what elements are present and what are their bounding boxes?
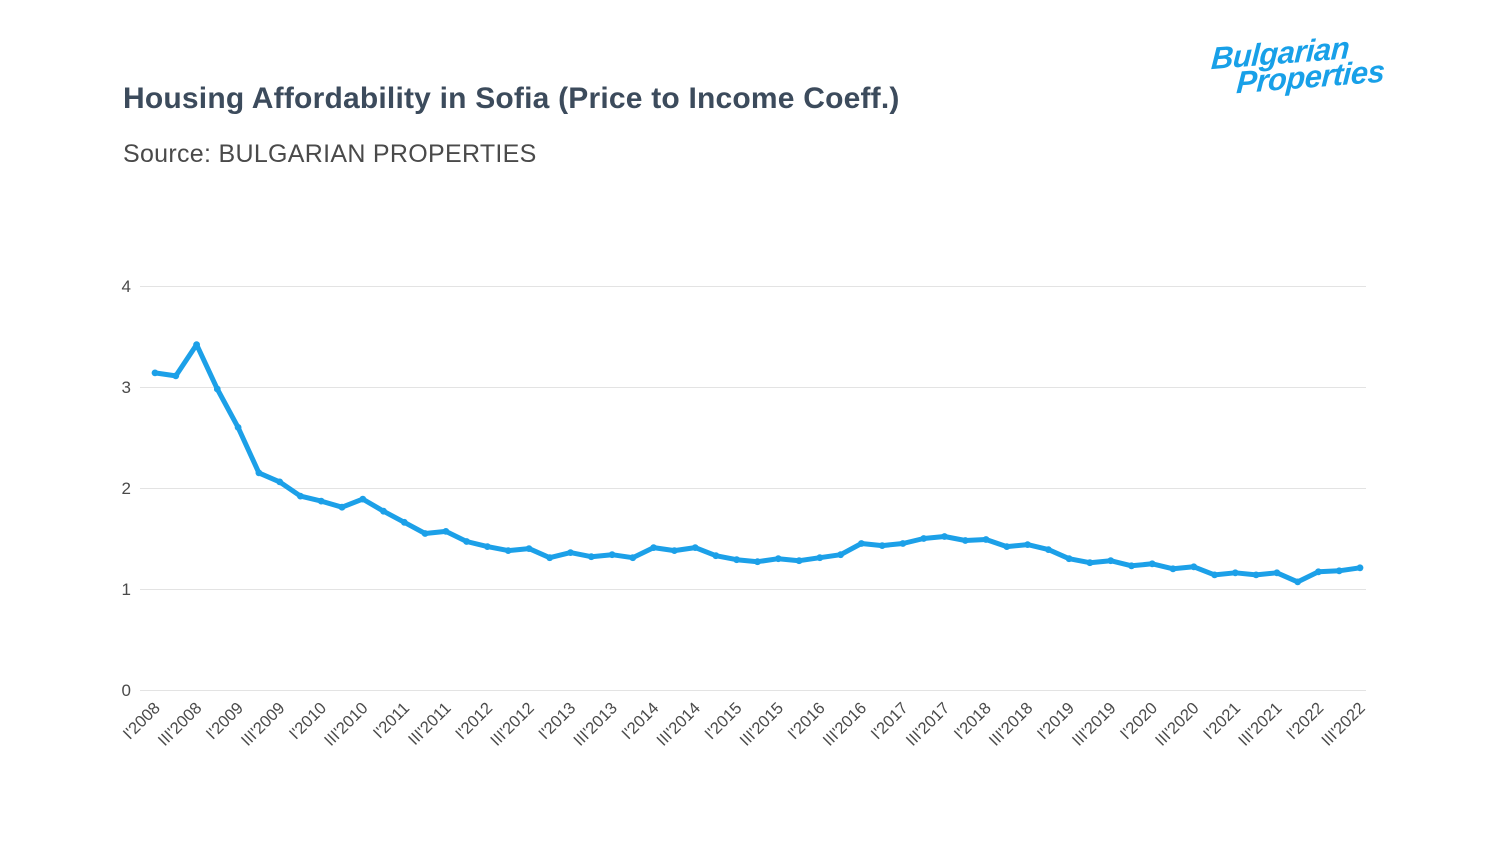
y-gridlines [140,286,1366,691]
data-point-IV'2013 [629,554,637,562]
data-point-II'2008 [172,372,180,380]
data-point-I'2013 [567,549,574,556]
x-tick-label: III'2020 [1152,699,1203,750]
x-tick-label: III'2021 [1235,699,1286,750]
data-point-I'2009 [234,424,242,431]
data-point-III'2010 [359,495,367,503]
data-point-III'2012 [525,545,533,552]
data-point-IV'2012 [546,554,554,562]
data-point-III'2009 [276,478,284,486]
data-point-I'2021 [1231,569,1239,577]
x-tick-label: III'2010 [321,699,372,750]
data-point-IV'2015 [795,557,803,565]
x-tick-label: III'2017 [903,699,954,750]
data-point-I'2020 [1148,560,1156,568]
x-tick-label: III'2019 [1069,699,1120,750]
x-axis-labels: I'2008III'2008I'2009III'2009I'2010III'20… [120,699,1369,750]
data-point-I'2022 [1315,568,1322,576]
data-point-II'2022 [1335,567,1343,575]
y-tick-label-2: 2 [122,479,131,498]
data-point-III'2008 [193,341,201,348]
data-point-IV'2009 [297,492,304,500]
data-point-III'2020 [1190,563,1198,571]
data-point-I'2012 [484,543,491,550]
data-point-II'2016 [837,551,844,559]
x-tick-label: III'2022 [1318,699,1369,750]
data-point-II'2010 [338,503,346,511]
y-tick-label-3: 3 [122,378,131,397]
data-point-II'2009 [255,469,263,477]
chart-title: Housing Affordability in Sofia (Price to… [123,82,900,115]
data-point-II'2011 [421,530,429,537]
data-point-II'2021 [1252,571,1260,579]
series-point-markers [151,341,1364,586]
data-point-I'2019 [1065,555,1073,563]
data-point-I'2015 [733,556,741,564]
data-point-II'2014 [671,547,678,554]
data-point-IV'2020 [1211,571,1218,579]
data-point-III'2016 [858,540,865,547]
data-point-IV'2011 [463,538,470,545]
data-point-II'2018 [1003,543,1011,550]
y-tick-label-0: 0 [122,681,131,700]
data-point-I'2008 [151,369,159,377]
data-point-III'2013 [608,551,616,559]
data-point-I'2011 [400,518,408,526]
data-point-I'2018 [982,536,990,543]
data-point-II'2012 [504,547,512,554]
x-tick-label: III'2015 [736,699,787,750]
y-tick-label-4: 4 [122,277,131,296]
x-tick-label: III'2008 [155,699,206,750]
data-point-III'2019 [1107,557,1115,565]
x-tick-label: III'2012 [487,699,538,750]
data-point-III'2014 [691,544,699,551]
data-point-III'2017 [941,533,948,540]
series-line [152,342,1363,585]
data-point-IV'2010 [380,507,387,515]
data-point-I'2017 [899,540,907,547]
data-point-IV'2016 [878,542,886,549]
x-tick-label: III'2018 [986,699,1037,750]
data-point-II'2017 [920,535,928,542]
data-point-II'2020 [1169,565,1177,573]
chart-source-subtitle: Source: BULGARIAN PROPERTIES [123,140,537,168]
data-point-IV'2014 [712,552,720,560]
y-axis-labels: 0 1 2 3 4 [122,277,131,700]
data-point-III'2011 [442,528,450,535]
x-tick-label: III'2009 [238,699,289,750]
data-point-III'2015 [774,555,782,563]
data-point-II'2015 [754,558,761,566]
data-point-IV'2008 [213,385,221,393]
data-point-IV'2018 [1045,546,1052,553]
x-tick-label: III'2011 [405,699,455,749]
data-point-III'2022 [1356,564,1364,572]
data-point-II'2019 [1086,559,1094,567]
data-point-I'2014 [650,544,657,551]
x-tick-label: III'2016 [820,699,871,750]
data-point-IV'2019 [1128,562,1135,570]
x-tick-label: III'2014 [653,699,704,750]
data-point-III'2021 [1273,569,1281,577]
data-point-I'2010 [317,497,325,505]
data-point-IV'2017 [961,537,969,544]
data-point-II'2013 [587,553,595,561]
data-point-IV'2021 [1294,578,1302,586]
data-point-III'2018 [1024,541,1031,548]
y-tick-label-1: 1 [122,580,131,599]
x-tick-label: III'2013 [570,699,621,750]
data-point-I'2016 [816,554,824,562]
